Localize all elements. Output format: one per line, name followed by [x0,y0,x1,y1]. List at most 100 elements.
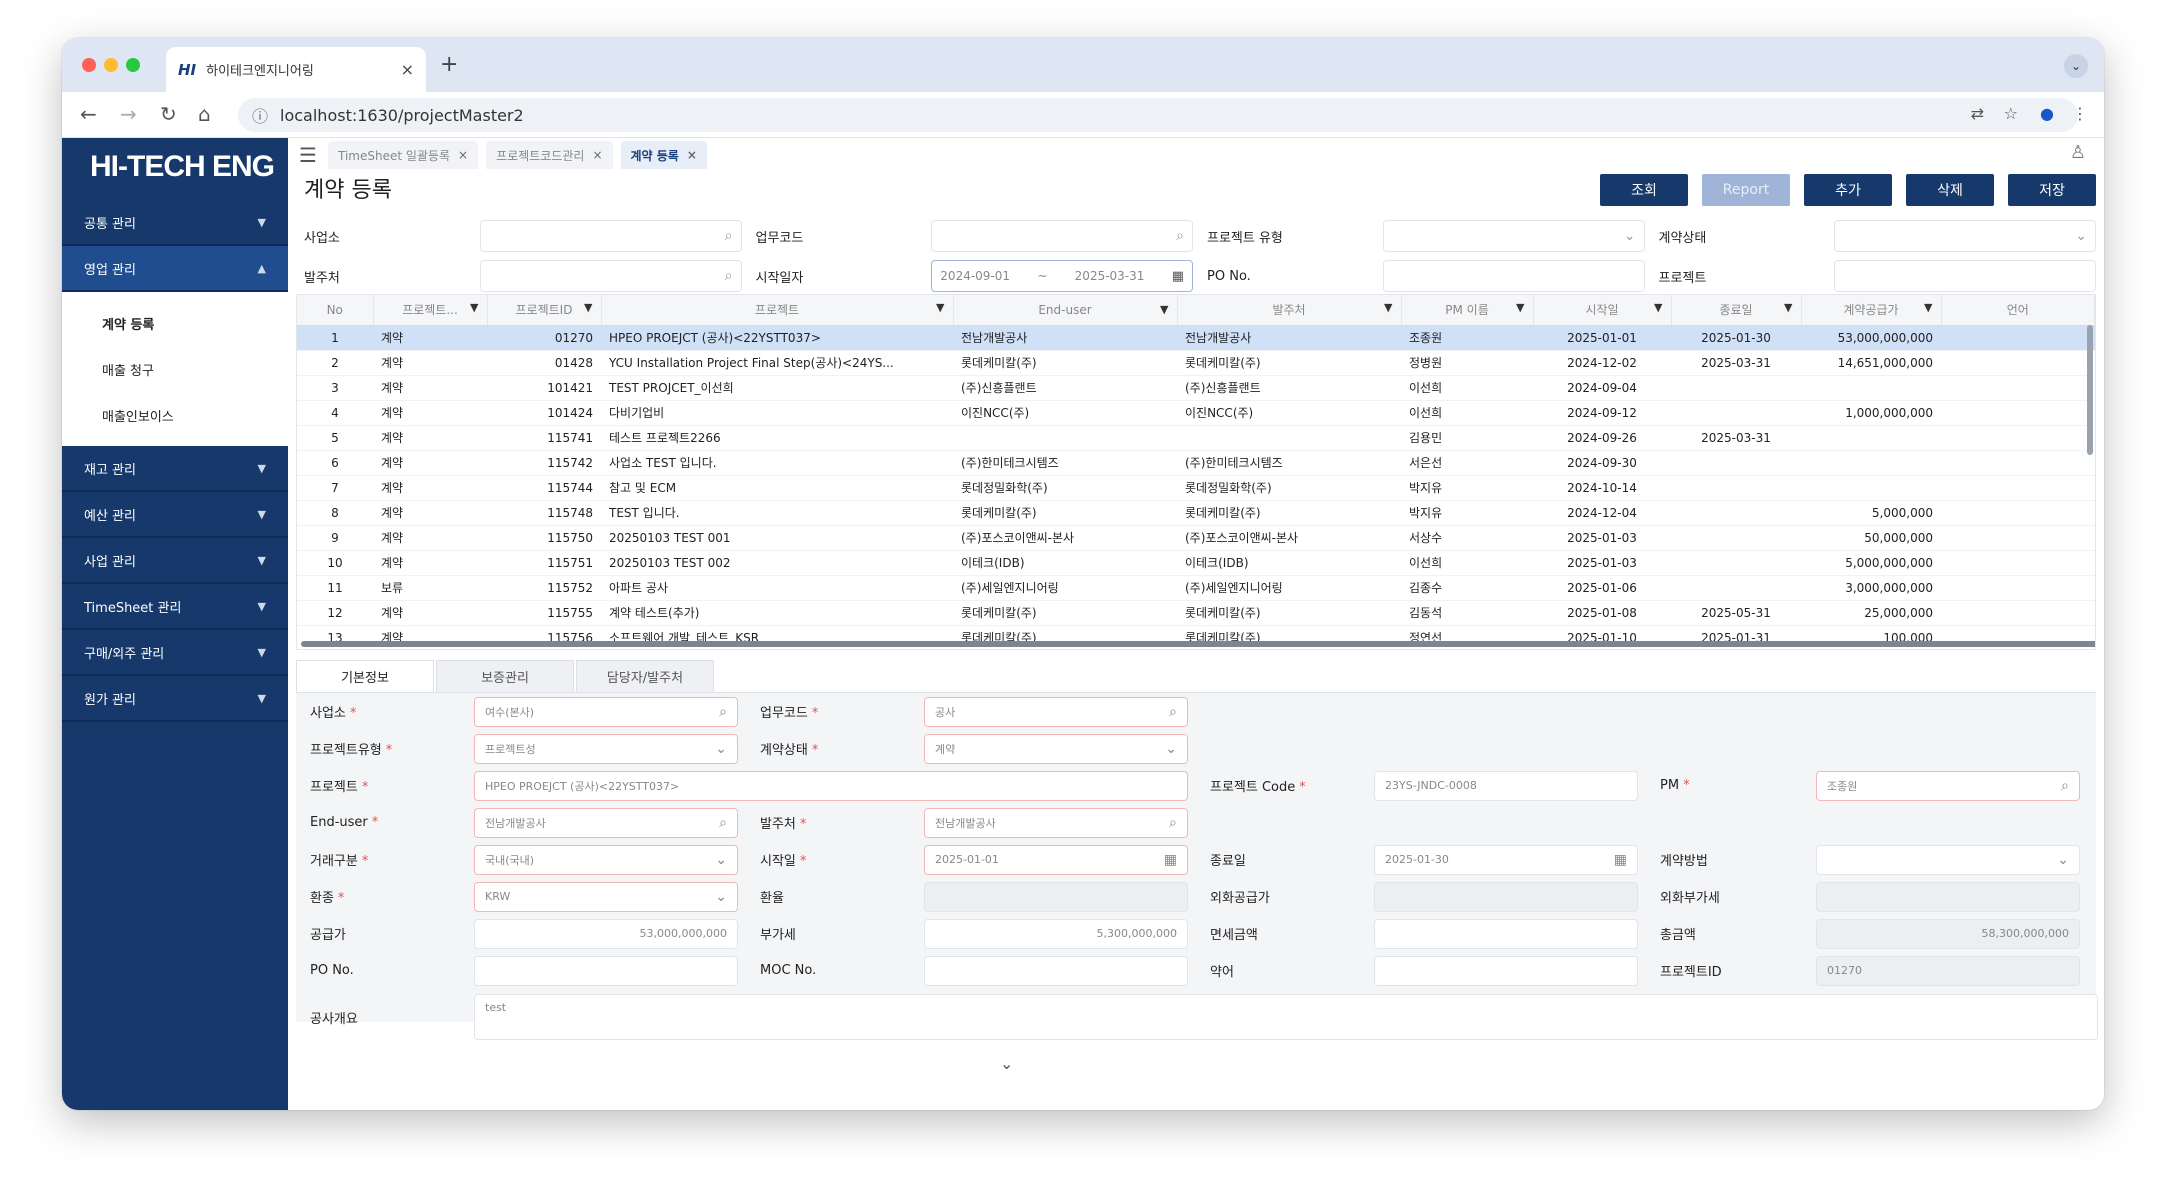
summary-textarea[interactable]: test [474,994,2098,1040]
filter-icon[interactable]: ▼ [1384,301,1393,315]
search-icon[interactable]: ⌕ [724,268,733,284]
start-date-input[interactable]: 2025-01-01 ▦ [924,844,1188,875]
tab-contract-register[interactable]: 계약 등록 × [620,141,707,169]
table-row[interactable]: 9 계약 115750 20250103 TEST 001 (주)포스코이앤씨-본사 (주… [297,525,2095,551]
tab-guarantee[interactable]: 보증관리 [436,660,574,692]
filter-icon[interactable]: ▼ [1924,301,1933,315]
bookmark-star-icon[interactable]: ☆ [2003,104,2018,123]
contract-status-select[interactable]: 계약 ⌄ [924,733,1188,764]
contract-method-select[interactable]: ⌄ [1816,844,2080,875]
filter-icon[interactable]: ▼ [584,301,593,315]
delete-button[interactable]: 삭제 [1906,174,1994,206]
project-id-input[interactable]: 01270 [1816,955,2080,986]
sidebar-menu-inventory[interactable]: 재고 관리 ▼ [62,446,288,492]
column-header-type[interactable]: 프로젝트... ▼ [373,295,488,326]
search-icon[interactable]: ⌕ [719,703,727,720]
sidebar-menu-sales[interactable]: 영업 관리 ▲ [62,246,288,292]
reload-icon[interactable]: ↻ [160,102,177,126]
table-row[interactable]: 12 계약 115755 계약 테스트(추가) 롯데케미칼(주) 롯데케미칼(주) 김동석 2… [297,600,2095,626]
abbr-input[interactable] [1374,955,1638,986]
column-header-pm[interactable]: PM 이름 ▼ [1401,295,1534,326]
search-icon[interactable]: ⌕ [724,228,733,244]
close-icon[interactable]: × [592,148,603,162]
client-search-input[interactable]: ⌕ [479,260,742,292]
end-date-input[interactable]: 2025-01-30 ▦ [1374,844,1638,875]
vat-input[interactable]: 5,300,000,000 [924,918,1188,949]
tab-basic-info[interactable]: 기본정보 [296,660,434,692]
save-button[interactable]: 저장 [2008,174,2096,206]
pm-input[interactable]: 조종원 ⌕ [1816,770,2080,801]
grid-horizontal-scrollbar[interactable] [301,641,2095,647]
tab-contacts[interactable]: 담당자/발주처 [576,660,714,692]
grid-vertical-scrollbar[interactable] [2087,325,2093,455]
tab-search-icon[interactable]: ⌄ [2064,54,2088,78]
search-icon[interactable]: ⌕ [2061,777,2069,794]
filter-icon[interactable]: ▼ [1784,301,1793,315]
search-icon[interactable]: ⌕ [1169,703,1177,720]
profile-icon[interactable]: ● [2040,104,2054,123]
supply-input[interactable]: 53,000,000,000 [474,918,738,949]
sidebar-menu-business[interactable]: 사업 관리 ▼ [62,538,288,584]
filter-icon[interactable]: ▼ [936,301,945,315]
minimize-window-icon[interactable] [104,58,118,72]
calendar-icon[interactable]: ▦ [1613,851,1627,868]
table-row[interactable]: 1 계약 01270 HPEO PROEJCT (공사)<22YSTT037> 전남개발… [297,325,2095,351]
column-header-project-id[interactable]: 프로젝트ID ▼ [487,295,602,326]
column-header-end[interactable]: 종료일 ▼ [1671,295,1802,326]
url-input[interactable]: ⓘ localhost:1630/projectMaster2 [238,98,2078,132]
table-row[interactable]: 6 계약 115742 사업소 TEST 입니다. (주)한미테크시템즈 (주)한미테크시… [297,450,2095,476]
column-header-no[interactable]: No [297,295,374,326]
add-button[interactable]: 추가 [1804,174,1892,206]
column-header-client[interactable]: 발주처 ▼ [1177,295,1402,326]
table-row[interactable]: 2 계약 01428 YCU Installation Project Final S… [297,350,2095,376]
column-header-lang[interactable]: 언어 [1941,295,2095,326]
contract-status-select[interactable]: ⌄ [1834,220,2096,252]
more-menu-icon[interactable]: ⋮ [2072,104,2088,123]
search-icon[interactable]: ⌕ [1176,228,1184,244]
submenu-sales-billing[interactable]: 매출 청구 [102,363,154,379]
filter-icon[interactable]: ▼ [1516,301,1525,315]
close-window-icon[interactable] [82,58,96,72]
tab-close-icon[interactable]: × [400,60,414,79]
translate-icon[interactable]: ⇄ [1970,104,1984,123]
client-input[interactable]: 전남개발공사 ⌕ [924,807,1188,838]
currency-select[interactable]: KRW ⌄ [474,881,738,912]
table-row[interactable]: 10 계약 115751 20250103 TEST 002 이테크(IDB) 이테크(I… [297,550,2095,576]
new-tab-button[interactable]: + [440,52,459,77]
filter-icon[interactable]: ▼ [1160,302,1169,316]
end-user-input[interactable]: 전남개발공사 ⌕ [474,807,738,838]
sidebar-menu-timesheet[interactable]: TimeSheet 관리 ▼ [62,584,288,630]
search-icon[interactable]: ⌕ [719,814,727,831]
column-header-amount[interactable]: 계약공급가 ▼ [1801,295,1942,326]
hamburger-menu-icon[interactable]: ☰ [299,143,317,167]
sidebar-menu-common[interactable]: 공통 관리 ▼ [62,200,288,246]
business-input[interactable]: 여수(본사) ⌕ [474,696,738,727]
project-type-select[interactable]: ⌄ [1382,220,1645,252]
filter-icon[interactable]: ▼ [470,301,479,315]
calendar-icon[interactable]: ▦ [1163,851,1177,868]
moc-input[interactable] [924,955,1188,986]
filter-icon[interactable]: ▼ [1654,301,1663,315]
calendar-icon[interactable]: ▦ [1171,268,1184,284]
back-icon[interactable]: ← [80,102,97,126]
table-row[interactable]: 4 계약 101424 다비기업비 이진NCC(주) 이진NCC(주) 이선희 2024-09… [297,400,2095,426]
foreign-supply-input[interactable] [1374,881,1638,912]
report-button[interactable]: Report [1702,174,1790,206]
site-info-icon[interactable]: ⓘ [252,107,269,126]
project-type-select[interactable]: 프로젝트성 ⌄ [474,733,738,764]
column-header-end-user[interactable]: End-user ▼ [953,295,1178,326]
po-input[interactable] [1382,260,1645,292]
trade-type-select[interactable]: 국내(국내) ⌄ [474,844,738,875]
browser-tab-active[interactable]: HI 하이테크엔지니어링 × [166,47,426,92]
submenu-sales-invoice[interactable]: 매출인보이스 [102,409,174,425]
tax-exempt-input[interactable] [1374,918,1638,949]
table-row[interactable]: 8 계약 115748 TEST 입니다. 롯데케미칼(주) 롯데케미칼(주) 박지유 202… [297,500,2095,526]
sidebar-menu-cost[interactable]: 원가 관리 ▼ [62,676,288,722]
project-input[interactable] [1834,260,2097,292]
column-header-project[interactable]: 프로젝트 ▼ [601,295,954,326]
search-icon[interactable]: ⌕ [1169,814,1177,831]
tab-project-code[interactable]: 프로젝트코드관리 × [486,141,613,169]
total-input[interactable]: 58,300,000,000 [1816,918,2080,949]
close-icon[interactable]: × [458,148,469,162]
date-range-input[interactable]: 2024-09-01 ~ 2025-03-31 ▦ [931,260,1194,292]
